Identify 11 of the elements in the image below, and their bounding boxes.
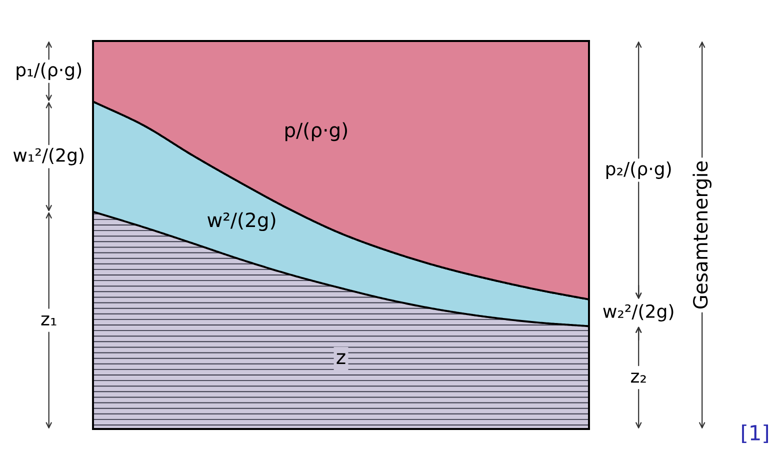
- text: z₂: [631, 372, 646, 383]
- series-label: z: [336, 353, 346, 364]
- text: p₂/(ρ·g): [606, 161, 671, 179]
- series-label: p/(ρ·g): [286, 122, 347, 142]
- text: Gesamtenergie: [692, 161, 712, 309]
- series-label: w²/(2g): [208, 212, 276, 232]
- text: w₁²/(2g): [13, 148, 84, 166]
- text: [1]: [742, 424, 768, 444]
- text: p₁/(ρ·g): [16, 62, 82, 80]
- text: z₁: [41, 315, 56, 326]
- text: w₂²/(2g): [603, 304, 674, 322]
